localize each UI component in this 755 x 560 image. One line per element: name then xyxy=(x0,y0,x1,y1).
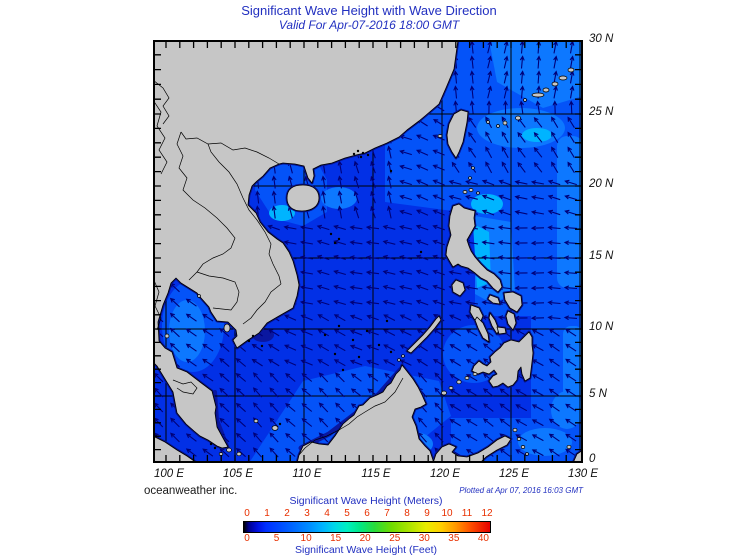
colorbar xyxy=(243,521,491,533)
lon-label: 100 E xyxy=(153,468,185,480)
feet-tick: 15 xyxy=(330,533,342,544)
lat-label: 5 N xyxy=(589,388,607,400)
chart-title: Significant Wave Height with Wave Direct… xyxy=(241,3,497,18)
feet-tick: 40 xyxy=(477,533,489,544)
legend-title-meters: Significant Wave Height (Meters) xyxy=(289,495,443,507)
feet-tick: 10 xyxy=(300,533,312,544)
chart-subtitle: Valid For Apr-07-2016 18:00 GMT xyxy=(278,18,460,32)
wave-map xyxy=(151,38,585,465)
lon-label: 110 E xyxy=(292,468,322,480)
lat-label: 15 N xyxy=(589,250,614,262)
lon-label: 120 E xyxy=(429,468,461,480)
meters-tick: 11 xyxy=(461,508,473,519)
credit-text: oceanweather inc. xyxy=(144,485,238,497)
meters-tick: 6 xyxy=(364,508,370,519)
feet-tick: 25 xyxy=(389,533,401,544)
meters-tick: 0 xyxy=(244,508,250,519)
lat-label: 10 N xyxy=(589,321,614,333)
meters-tick: 4 xyxy=(324,508,330,519)
lon-label: 130 E xyxy=(567,468,599,480)
plotted-timestamp: Plotted at Apr 07, 2016 16:03 GMT xyxy=(459,486,583,495)
lat-label: 25 N xyxy=(589,106,614,118)
feet-tick: 35 xyxy=(448,533,460,544)
meters-tick: 10 xyxy=(441,508,453,519)
meters-tick: 9 xyxy=(424,508,430,519)
lat-label: 30 N xyxy=(589,33,614,45)
meters-tick: 5 xyxy=(344,508,350,519)
lat-label: 0 xyxy=(589,453,596,465)
lon-label: 125 E xyxy=(498,468,530,480)
lat-label: 20 N xyxy=(589,178,614,190)
lon-label: 115 E xyxy=(361,468,391,480)
lon-label: 105 E xyxy=(222,468,254,480)
legend-title-feet: Significant Wave Height (Feet) xyxy=(294,544,437,556)
meters-tick: 12 xyxy=(481,508,493,519)
feet-tick: 30 xyxy=(418,533,430,544)
feet-tick: 5 xyxy=(273,533,280,544)
meters-tick: 3 xyxy=(304,508,310,519)
feet-tick: 20 xyxy=(359,533,371,544)
meters-tick: 8 xyxy=(404,508,410,519)
meters-tick: 7 xyxy=(384,508,390,519)
feet-tick: 0 xyxy=(244,533,250,544)
meters-tick: 1 xyxy=(264,508,270,519)
meters-tick: 2 xyxy=(284,508,290,519)
